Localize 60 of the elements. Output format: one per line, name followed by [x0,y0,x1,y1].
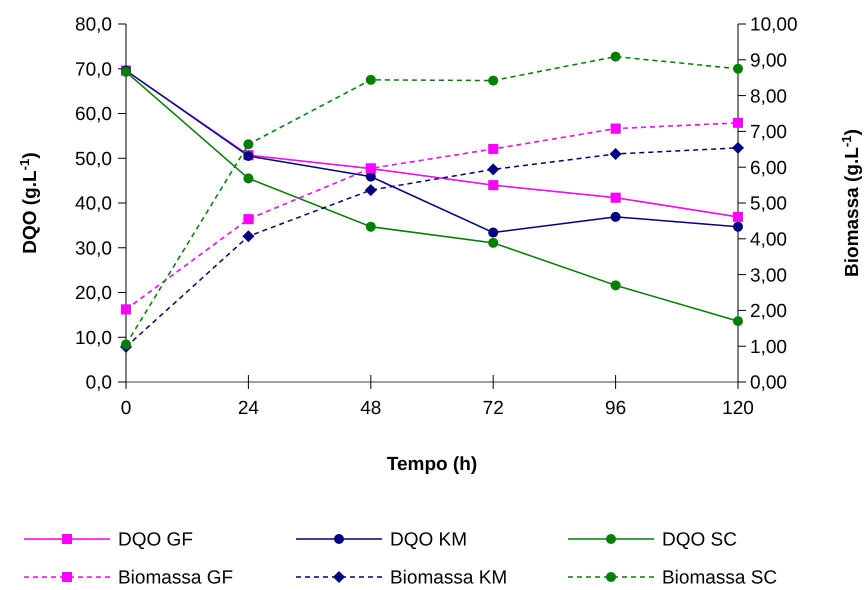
x-tick-label: 0 [120,398,132,419]
point [121,339,131,350]
point [243,214,254,224]
point [733,316,743,326]
point [610,280,621,290]
legend-label: Biomassa KM [390,568,508,589]
y2-tick-label: 9,00 [750,50,787,72]
y-tick-label: 10,0 [75,328,112,349]
point [243,139,254,150]
point [610,212,621,222]
legend-label: DQO SC [662,530,737,551]
point [610,148,622,160]
point [488,238,498,248]
y2-tick-label: 3,00 [750,265,787,286]
point [364,184,377,196]
legend-label: Biomassa SC [662,568,778,589]
point [366,222,376,232]
point [366,74,376,85]
y2-tick-label: 5,00 [750,194,787,215]
point [610,52,621,62]
point [610,192,621,203]
y-tick-label: 70,0 [75,59,112,80]
point [121,304,131,314]
point [488,228,498,238]
x-axis-title: Tempo (h) [386,454,478,475]
point [733,118,743,128]
y2-tick-label: 10,00 [750,14,798,36]
y-tick-label: 0,0 [86,372,112,394]
y2-tick-label: 2,00 [750,301,787,322]
point [488,76,498,86]
y-tick-label: 30,0 [75,238,112,260]
y2-tick-label: 4,00 [750,229,787,250]
point [243,173,254,184]
point [732,142,744,154]
x-tick-label: 72 [482,398,504,419]
point [488,180,498,190]
y2-tick-label: 7,00 [750,122,787,144]
legend-label: DQO KM [390,530,468,551]
y2-tick-label: 1,00 [750,336,787,358]
y-tick-label: 20,0 [75,283,112,304]
y2-tick-label: 0,00 [750,372,787,394]
x-tick-label: 24 [238,398,260,419]
point [487,163,500,176]
point [733,64,743,74]
y2-tick-label: 8,00 [750,86,787,108]
y-tick-label: 40,0 [75,194,112,215]
x-tick-label: 48 [360,398,382,419]
legend-label: DQO GF [118,530,193,551]
point [488,144,498,154]
point [733,212,743,222]
y-tick-label: 50,0 [75,148,112,170]
y-tick-label: 60,0 [75,104,112,126]
legend-label: Biomassa GF [118,568,234,589]
y2-tick-label: 6,00 [750,158,787,179]
y-tick-label: 80,0 [75,14,112,36]
point [610,124,621,134]
point [242,230,254,242]
x-tick-label: 120 [722,398,754,419]
point [733,222,743,232]
x-tick-label: 96 [605,398,626,419]
